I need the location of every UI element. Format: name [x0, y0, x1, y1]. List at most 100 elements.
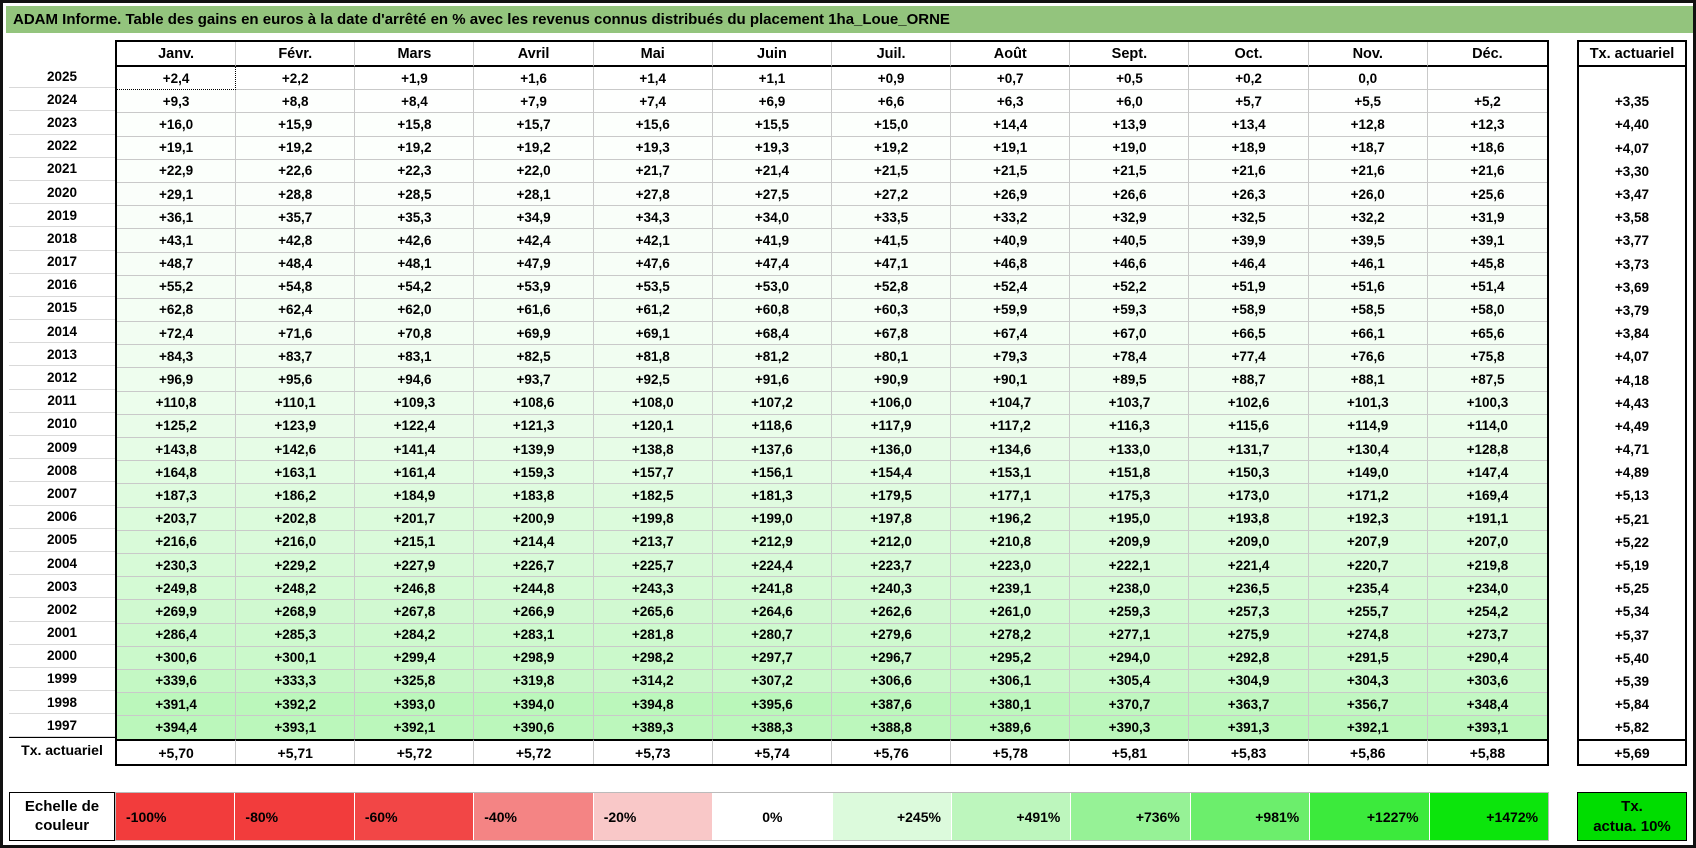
table-cell[interactable]: +6,3 [951, 90, 1071, 114]
table-cell[interactable]: +186,2 [236, 484, 356, 508]
table-cell[interactable]: +254,2 [1427, 600, 1547, 624]
table-cell[interactable]: +393,1 [1427, 716, 1547, 740]
table-cell[interactable]: +52,2 [1070, 275, 1190, 299]
table-cell[interactable]: +60,3 [831, 298, 952, 323]
table-cell[interactable]: +209,9 [1070, 530, 1190, 554]
tx-actuariel-value[interactable]: +3,69 [1614, 279, 1650, 295]
table-cell[interactable]: +61,2 [593, 298, 713, 323]
table-cell[interactable]: +67,0 [1070, 322, 1190, 346]
table-cell[interactable]: +103,7 [1070, 391, 1190, 415]
table-cell[interactable]: +223,0 [951, 553, 1071, 578]
year-label[interactable]: 1998 [9, 691, 115, 715]
table-cell[interactable]: +8,8 [236, 90, 356, 114]
footer-tx-cell[interactable]: +5,88 [1427, 739, 1547, 765]
col-header[interactable]: Janv. [117, 42, 237, 67]
table-cell[interactable]: +393,0 [355, 693, 475, 717]
table-cell[interactable]: +196,2 [951, 507, 1071, 531]
table-cell[interactable]: +151,8 [1070, 461, 1190, 485]
footer-tx-cell[interactable]: +5,73 [593, 739, 713, 765]
table-cell[interactable]: +92,5 [593, 368, 713, 392]
tx-actuariel-value[interactable]: +3,77 [1614, 233, 1650, 249]
table-cell[interactable]: +45,8 [1427, 252, 1547, 276]
table-cell[interactable]: +35,3 [355, 206, 475, 230]
table-cell[interactable]: +6,9 [712, 90, 832, 114]
table-cell[interactable]: +53,5 [593, 275, 713, 299]
table-cell[interactable]: +138,8 [593, 438, 713, 462]
table-cell[interactable]: +212,0 [831, 530, 952, 554]
table-cell[interactable]: +131,7 [1189, 438, 1309, 462]
footer-tx-cell[interactable]: +5,72 [355, 739, 475, 765]
table-cell[interactable]: +115,6 [1189, 414, 1309, 438]
table-cell[interactable]: +238,0 [1070, 577, 1190, 601]
table-cell[interactable]: +90,1 [951, 368, 1071, 392]
table-cell[interactable]: +305,4 [1070, 669, 1190, 694]
table-cell[interactable]: +267,8 [355, 600, 475, 624]
table-cell[interactable]: +280,7 [712, 623, 832, 647]
table-cell[interactable]: +239,1 [951, 577, 1071, 601]
table-cell[interactable]: +191,1 [1427, 507, 1547, 531]
year-label[interactable]: 2010 [9, 413, 115, 436]
table-cell[interactable]: +66,5 [1189, 322, 1309, 346]
tx-actuariel-value[interactable]: +5,21 [1614, 511, 1650, 527]
table-cell[interactable]: +67,8 [831, 322, 952, 346]
tx-actuariel-value[interactable]: +3,58 [1614, 210, 1650, 226]
table-cell[interactable]: +395,6 [712, 693, 832, 717]
table-cell[interactable]: +53,9 [474, 275, 594, 299]
table-cell[interactable]: +79,3 [951, 345, 1071, 369]
table-cell[interactable]: +29,1 [117, 182, 237, 207]
table-cell[interactable]: +187,3 [117, 484, 237, 508]
table-cell[interactable]: +391,4 [117, 693, 237, 717]
table-cell[interactable]: +294,0 [1070, 646, 1190, 670]
table-cell[interactable]: +33,2 [951, 206, 1071, 230]
table-cell[interactable]: +100,3 [1427, 391, 1547, 415]
table-cell[interactable]: +19,1 [951, 136, 1071, 160]
table-cell[interactable]: +82,5 [474, 345, 594, 369]
year-label[interactable]: 2020 [9, 181, 115, 205]
table-cell[interactable]: +41,5 [831, 229, 952, 253]
table-cell[interactable]: +284,2 [355, 623, 475, 647]
table-cell[interactable]: +141,4 [355, 438, 475, 462]
table-cell[interactable]: +47,4 [712, 252, 832, 276]
table-cell[interactable]: +394,8 [593, 693, 713, 717]
table-cell[interactable]: +230,3 [117, 553, 237, 578]
table-cell[interactable]: +392,2 [236, 693, 356, 717]
table-cell[interactable]: +114,0 [1427, 414, 1547, 438]
table-cell[interactable]: +262,6 [831, 600, 952, 624]
col-header[interactable]: Juin [712, 42, 832, 67]
table-cell[interactable]: +53,0 [712, 275, 832, 299]
tx-actuariel-value[interactable]: +3,47 [1614, 187, 1650, 203]
table-cell[interactable]: +46,8 [951, 252, 1071, 276]
year-label[interactable]: 2021 [9, 158, 115, 181]
table-cell[interactable]: +34,3 [593, 206, 713, 230]
table-cell[interactable]: +81,8 [593, 345, 713, 369]
tx-actuariel-value[interactable]: +5,34 [1614, 604, 1650, 620]
table-cell[interactable]: +226,7 [474, 553, 594, 578]
year-label[interactable]: 2005 [9, 529, 115, 552]
table-cell[interactable]: +285,3 [236, 623, 356, 647]
table-cell[interactable]: +15,8 [355, 113, 475, 137]
table-cell[interactable]: +8,4 [355, 90, 475, 114]
table-cell[interactable]: +291,5 [1308, 646, 1428, 670]
tx-actuariel-value[interactable]: +4,49 [1614, 418, 1650, 434]
table-cell[interactable]: +6,0 [1070, 90, 1190, 114]
table-cell[interactable]: +209,0 [1189, 530, 1309, 554]
table-cell[interactable]: +214,4 [474, 530, 594, 554]
table-cell[interactable]: +348,4 [1427, 693, 1547, 717]
table-cell[interactable]: +319,8 [474, 669, 594, 694]
col-header[interactable]: Déc. [1427, 42, 1547, 67]
table-cell[interactable]: +298,2 [593, 646, 713, 670]
col-header[interactable]: Avril [474, 42, 594, 67]
table-cell[interactable]: +87,5 [1427, 368, 1547, 392]
col-header[interactable]: Août [951, 42, 1071, 67]
table-cell[interactable]: +69,1 [593, 322, 713, 346]
table-cell[interactable]: +220,7 [1308, 553, 1428, 578]
table-cell[interactable]: +0,9 [831, 67, 952, 91]
table-cell[interactable]: +9,3 [117, 90, 237, 114]
table-cell[interactable]: +306,1 [951, 669, 1071, 694]
table-cell[interactable]: +1,1 [712, 67, 832, 91]
tx-actuariel-value[interactable]: +3,35 [1614, 94, 1650, 110]
table-cell[interactable]: +292,8 [1189, 646, 1309, 670]
table-cell[interactable]: +153,1 [951, 461, 1071, 485]
table-cell[interactable]: +104,7 [951, 391, 1071, 415]
table-cell[interactable]: +21,5 [1070, 159, 1190, 183]
